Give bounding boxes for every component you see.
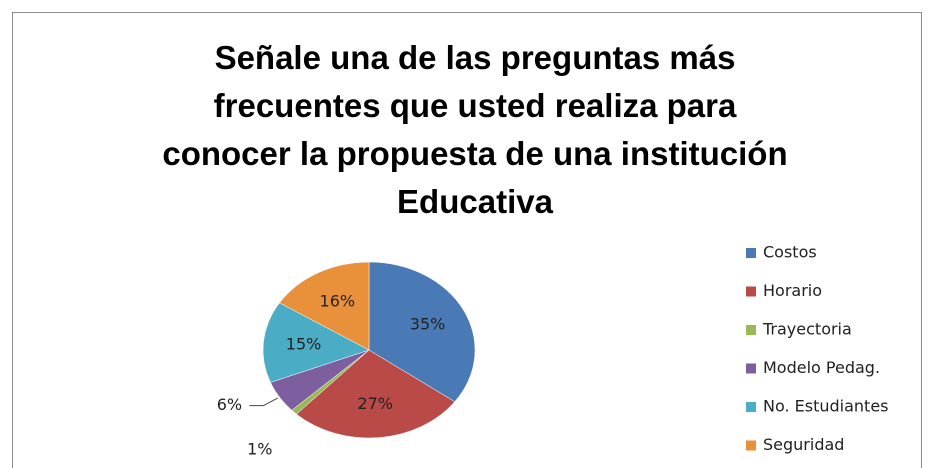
legend-label: No. Estudiantes — [763, 397, 889, 416]
legend-swatch — [746, 440, 756, 451]
legend-label: Trayectoria — [762, 320, 852, 339]
data-label: 15% — [286, 334, 322, 353]
pie-slice — [279, 261, 370, 351]
pie-slice — [296, 349, 456, 439]
legend-label: Modelo Pedag. — [763, 358, 880, 377]
legend-swatch — [746, 363, 756, 374]
legend-swatch — [746, 286, 756, 297]
data-label: 1% — [247, 440, 272, 459]
legend-swatch — [746, 248, 756, 258]
pie-slice — [262, 302, 370, 383]
chart-frame — [12, 12, 922, 468]
pie-slice — [368, 261, 476, 403]
data-label: 27% — [357, 394, 393, 413]
legend-swatch — [746, 325, 756, 335]
data-label: 35% — [410, 315, 446, 334]
legend-swatch — [746, 402, 756, 412]
legend-label: Seguridad — [763, 435, 844, 454]
legend-label: Costos — [763, 243, 817, 262]
legend-label: Horario — [763, 281, 822, 300]
data-label: 16% — [320, 292, 356, 311]
leader-line — [249, 397, 278, 407]
chart-title: Señale una de las preguntas más frecuent… — [162, 39, 788, 220]
data-label: 6% — [217, 395, 242, 414]
